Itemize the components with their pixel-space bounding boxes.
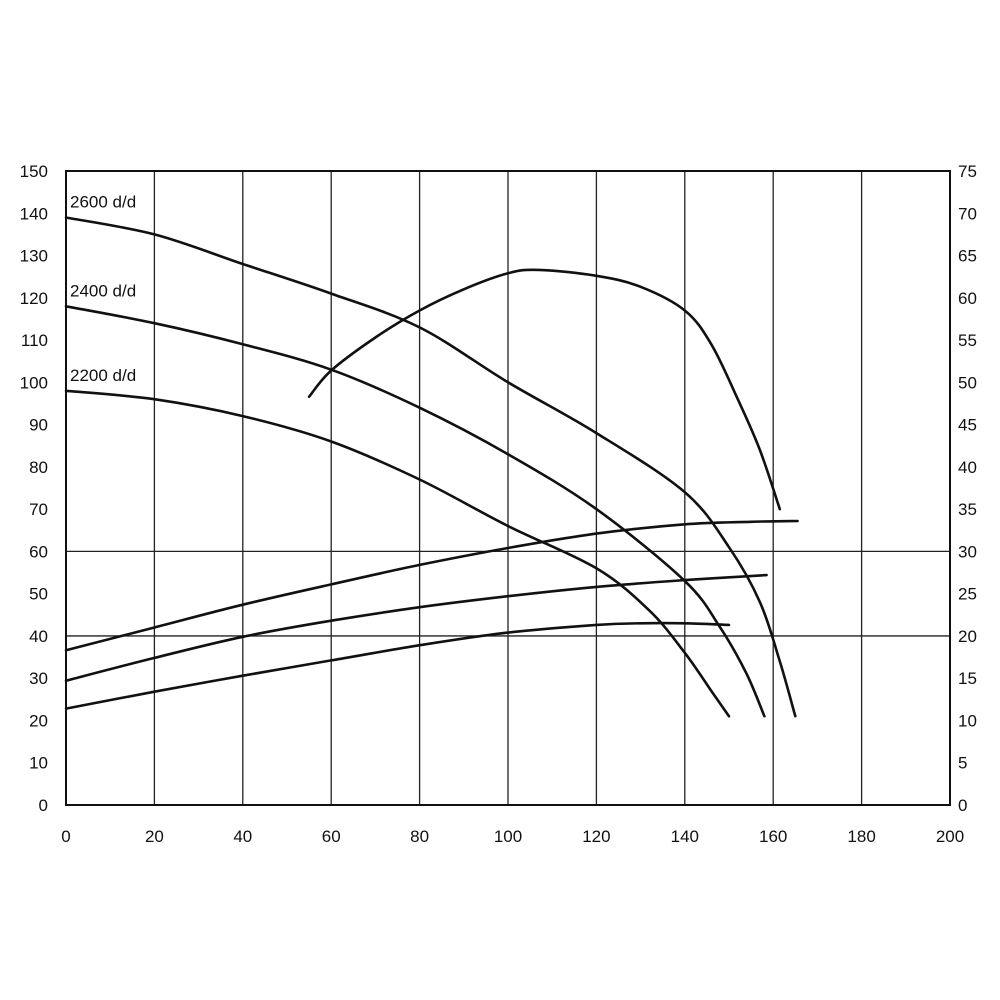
y-tick-label-left: 100: [20, 373, 48, 392]
y-tick-label-right: 55: [958, 331, 977, 350]
y-tick-label-left: 140: [20, 204, 48, 223]
y-tick-label-right: 15: [958, 669, 977, 688]
y-tick-label-left: 10: [29, 754, 48, 773]
x-tick-label: 180: [847, 827, 875, 846]
y-tick-label-left: 110: [21, 331, 48, 350]
y-tick-label-left: 50: [29, 585, 48, 604]
x-tick-label: 100: [494, 827, 522, 846]
x-tick-label: 140: [671, 827, 699, 846]
x-tick-label: 0: [61, 827, 70, 846]
series-line: [307, 268, 782, 511]
tick-labels: 0 20 40 60 80 100 120 140 160 180 2000102030405060…: [20, 162, 977, 846]
y-tick-label-right: 30: [958, 542, 977, 561]
series-line: [64, 621, 731, 710]
y-tick-label-right: 60: [958, 289, 977, 308]
y-tick-label-left: 130: [20, 247, 48, 266]
y-tick-label-left: 60: [29, 542, 48, 561]
y-tick-label-right: 5: [958, 754, 967, 773]
y-tick-label-right: 40: [958, 458, 977, 477]
y-tick-label-right: 75: [958, 162, 977, 181]
y-tick-label-right: 25: [958, 585, 977, 604]
x-tick-label: 20: [145, 827, 164, 846]
x-tick-label: 40: [233, 827, 252, 846]
y-tick-label-left: 70: [29, 500, 48, 519]
y-tick-label-left: 20: [29, 711, 48, 730]
y-tick-label-right: 35: [958, 500, 977, 519]
series-line: [64, 305, 766, 718]
y-tick-label-right: 50: [958, 373, 977, 392]
x-tick-label: 60: [322, 827, 341, 846]
plot-frame: [65, 170, 951, 806]
y-tick-label-right: 10: [958, 711, 977, 730]
series-line: [64, 389, 731, 718]
series-label: 2400 d/d: [70, 281, 136, 300]
series-line: [64, 216, 797, 718]
y-tick-label-left: 90: [29, 416, 48, 435]
x-tick-label: 160: [759, 827, 787, 846]
y-tick-label-left: 120: [20, 289, 48, 308]
y-tick-label-left: 150: [20, 162, 48, 181]
series-group: 2600 d/d 2400 d/d 2200 d/d: [64, 192, 799, 718]
series-label: 2600 d/d: [70, 192, 136, 211]
y-tick-label-left: 0: [39, 796, 48, 815]
x-tick-label: 120: [582, 827, 610, 846]
x-tick-label: 200: [936, 827, 964, 846]
x-tick-label: 80: [410, 827, 429, 846]
y-tick-label-right: 45: [958, 416, 977, 435]
y-tick-label-left: 80: [29, 458, 48, 477]
series-line: [64, 573, 768, 682]
series-line: [64, 519, 799, 652]
y-tick-label-left: 30: [29, 669, 48, 688]
y-tick-label-right: 20: [958, 627, 977, 646]
y-tick-label-right: 65: [958, 247, 977, 266]
y-tick-label-right: 70: [958, 204, 977, 223]
y-tick-label-right: 0: [958, 796, 967, 815]
series-label: 2200 d/d: [70, 366, 136, 385]
y-tick-label-left: 40: [29, 627, 48, 646]
